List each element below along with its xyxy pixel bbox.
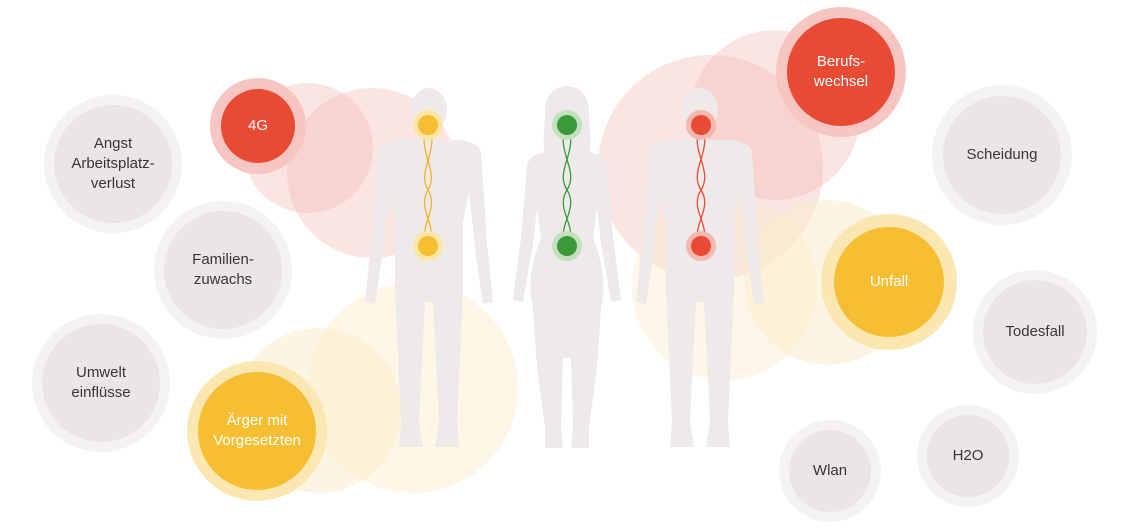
bubble-umwelteinfluesse[interactable]: Umwelt einflüsse (32, 314, 170, 452)
bubble-4g[interactable]: 4G (210, 78, 306, 174)
left-figure (365, 88, 493, 447)
bubble-berufswechsel-label: Berufs- wechsel (787, 18, 895, 126)
bubble-scheidung[interactable]: Scheidung (932, 85, 1072, 225)
bubble-unfall-label: Unfall (834, 227, 944, 337)
bubble-aerger-mit-vorgesetzten[interactable]: Ärger mit Vorgesetzten (187, 361, 327, 501)
bubble-unfall[interactable]: Unfall (821, 214, 957, 350)
middle-chakra-line (562, 124, 572, 247)
bubble-h2o-label: H2O (927, 415, 1009, 497)
left-chakra-line (423, 124, 433, 247)
bubble-aerger-label: Ärger mit Vorgesetzten (198, 372, 316, 490)
bubble-todesfall-label: Todesfall (983, 280, 1087, 384)
right-chakra-line (696, 124, 706, 247)
bubble-scheidung-label: Scheidung (943, 96, 1061, 214)
bubble-wlan-label: Wlan (789, 430, 871, 512)
right-figure (636, 88, 764, 447)
left-upper-chakra (418, 115, 438, 135)
bubble-berufswechsel[interactable]: Berufs- wechsel (776, 7, 906, 137)
left-lower-chakra (418, 236, 438, 256)
bubble-4g-label: 4G (221, 89, 295, 163)
bubble-umwelteinfluesse-label: Umwelt einflüsse (42, 324, 160, 442)
bubble-familienzuwachs-label: Familien- zuwachs (164, 211, 282, 329)
bubble-angst-label: Angst Arbeitsplatz- verlust (54, 105, 172, 223)
right-lower-chakra (691, 236, 711, 256)
bubble-h2o[interactable]: H2O (917, 405, 1019, 507)
middle-lower-chakra (557, 236, 577, 256)
bubble-todesfall[interactable]: Todesfall (973, 270, 1097, 394)
middle-figure (513, 86, 621, 448)
bubble-angst-arbeitsplatzverlust[interactable]: Angst Arbeitsplatz- verlust (44, 95, 182, 233)
bubble-familienzuwachs[interactable]: Familien- zuwachs (154, 201, 292, 339)
right-upper-chakra (691, 115, 711, 135)
bubble-wlan[interactable]: Wlan (779, 420, 881, 522)
middle-upper-chakra (557, 115, 577, 135)
